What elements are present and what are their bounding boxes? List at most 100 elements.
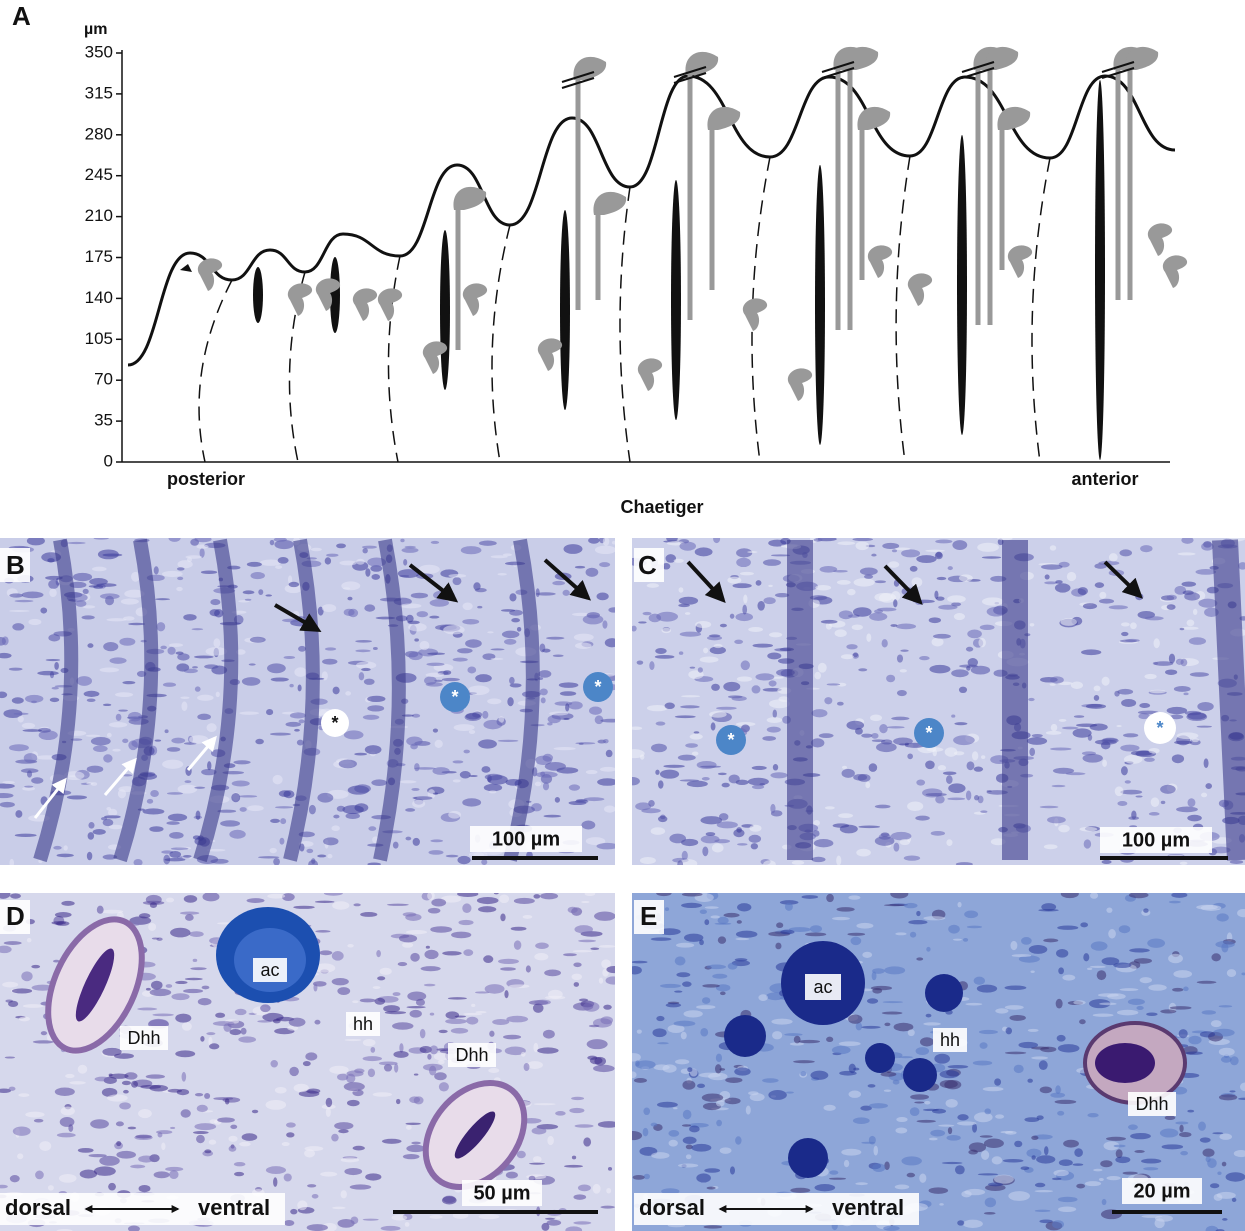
tissue — [906, 1172, 916, 1178]
tissue — [69, 1081, 86, 1085]
tissue — [194, 1093, 204, 1097]
tissue — [946, 775, 953, 784]
tissue — [298, 719, 305, 724]
tissue — [131, 571, 140, 582]
tissue — [578, 939, 597, 943]
tissue — [405, 913, 422, 921]
tissue — [206, 1032, 216, 1036]
tissue — [100, 817, 108, 821]
tissue — [871, 739, 886, 743]
vesicle — [716, 725, 746, 755]
tissue — [770, 554, 791, 557]
tissue — [659, 983, 682, 988]
tissue — [573, 962, 582, 968]
tissue — [258, 856, 280, 859]
tissue — [1187, 814, 1202, 822]
tissue — [204, 1149, 212, 1154]
tissue — [747, 777, 769, 786]
tissue — [136, 670, 147, 678]
asterisk: * — [925, 723, 932, 743]
tissue — [717, 936, 727, 944]
tissue — [563, 953, 577, 957]
tissue — [503, 1034, 522, 1040]
tissue — [124, 589, 145, 598]
tissue — [542, 782, 550, 791]
tissue — [656, 893, 672, 897]
tissue — [848, 895, 861, 900]
hook-head — [1125, 46, 1159, 70]
tissue — [871, 971, 877, 981]
tissue — [145, 1074, 165, 1079]
tissue — [161, 1142, 166, 1151]
tissue — [919, 1173, 927, 1183]
tissue — [578, 998, 589, 1002]
tissue — [445, 854, 459, 858]
tissue — [1128, 893, 1149, 899]
tissue — [395, 1098, 401, 1105]
tissue — [1029, 623, 1035, 627]
tissue — [546, 1219, 562, 1226]
tissue — [339, 560, 357, 566]
tissue — [487, 631, 494, 634]
tissue — [1055, 1085, 1061, 1095]
tissue — [973, 976, 986, 985]
tissue — [350, 1216, 359, 1225]
tissue — [798, 1039, 821, 1044]
tissue — [347, 596, 353, 601]
tissue — [1073, 1000, 1086, 1005]
tissue — [304, 1149, 316, 1158]
tissue — [600, 718, 615, 723]
tissue — [852, 538, 873, 542]
tissue — [891, 549, 898, 553]
tissue — [319, 950, 333, 956]
tissue — [380, 1225, 401, 1231]
tissue — [425, 945, 430, 949]
tissue — [336, 805, 346, 812]
tissue — [195, 810, 201, 820]
tissue — [602, 620, 608, 629]
tissue — [184, 780, 192, 784]
tissue — [735, 612, 754, 622]
tissue — [696, 760, 717, 770]
tissue — [183, 988, 204, 994]
tissue — [1116, 725, 1122, 728]
tissue — [848, 1014, 863, 1024]
tissue — [107, 1094, 128, 1102]
tissue — [128, 740, 138, 751]
tissue — [653, 1064, 670, 1071]
tissue — [994, 1078, 1002, 1086]
tissue — [966, 761, 975, 771]
tissue — [601, 959, 611, 969]
tissue — [701, 1093, 724, 1102]
tissue — [0, 652, 12, 659]
tissue — [1125, 638, 1140, 643]
tissue — [965, 646, 974, 652]
tissue — [481, 766, 491, 773]
tissue — [771, 1018, 793, 1025]
tissue — [424, 949, 439, 960]
hook-fragment — [377, 288, 403, 321]
tissue — [868, 763, 878, 772]
tissue — [555, 1216, 561, 1220]
tissue — [954, 1165, 965, 1175]
tissue — [841, 765, 848, 770]
tissue — [538, 670, 552, 678]
tissue — [939, 1079, 958, 1089]
tissue — [1031, 734, 1043, 738]
tissue — [739, 571, 754, 576]
tissue — [682, 1136, 697, 1145]
tissue — [327, 853, 333, 859]
tissue — [102, 818, 114, 827]
tissue — [0, 801, 15, 808]
tissue — [200, 1036, 205, 1042]
tissue — [1072, 1163, 1084, 1166]
tissue — [1092, 1013, 1114, 1017]
tissue — [1191, 738, 1199, 743]
tissue — [860, 1105, 872, 1111]
tissue — [489, 1030, 495, 1037]
tissue — [475, 674, 492, 683]
tissue — [210, 599, 221, 606]
tissue — [338, 1129, 349, 1134]
tissue — [749, 824, 762, 832]
tissue — [79, 1169, 98, 1179]
